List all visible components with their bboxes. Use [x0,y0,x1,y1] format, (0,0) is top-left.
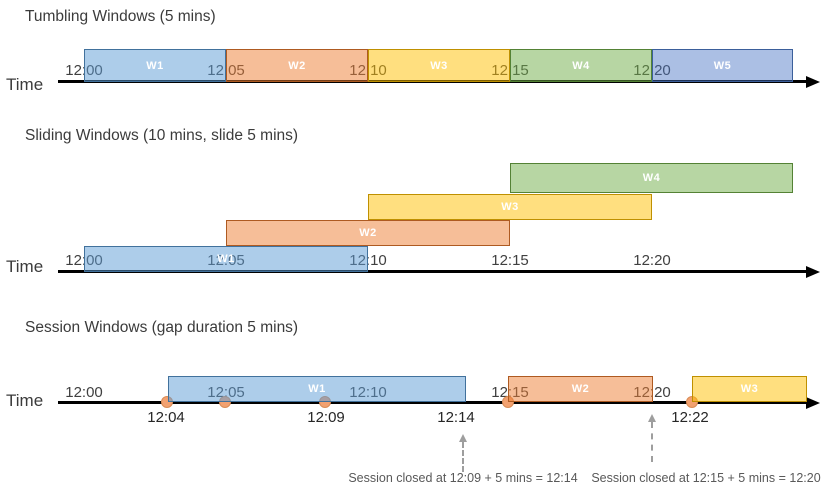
session-window-bar-w3: W3 [692,376,807,402]
sliding-window-bar-w3: W3 [368,194,652,220]
session-axis-arrowhead-icon [806,396,820,409]
sliding-time-axis-label: Time [6,257,44,276]
event-time-label-1209: 12:09 [307,409,345,426]
session-tick-1200: 12:00 [65,384,103,401]
session-title: Session Windows (gap duration 5 mins) [25,319,299,336]
tumbling-time-axis-label: Time [6,75,44,94]
window-label: W2 [359,227,377,239]
sliding-window-bar-w2: W2 [226,220,510,246]
dashed-arrow-stem [651,422,653,462]
window-label: W2 [571,383,590,395]
session-closed-annotation-2: Session closed at 12:15 + 5 mins = 12:20 [591,471,821,485]
window-label: W3 [430,59,448,72]
tumbling-axis-arrowhead-icon [806,75,820,88]
tumbling-window-bar-w5: W5 [652,49,793,82]
session-time-axis-label: Time [6,391,44,410]
tumbling-window-bar-w3: W3 [368,49,510,82]
window-label: W3 [740,383,759,395]
dashed-up-arrow-icon [647,414,656,422]
sliding-axis-line [58,270,808,273]
tumbling-window-bar-w1: W1 [84,49,226,82]
session-axis-line [58,401,808,404]
window-label: W1 [308,383,326,395]
window-label: W4 [642,172,661,184]
sliding-tick-1220: 12:20 [633,252,671,269]
window-label: W2 [288,59,306,72]
dashed-arrow-stem [462,442,464,472]
session-window-bar-w2: W2 [508,376,653,402]
sliding-axis-arrowhead-icon [806,265,820,278]
sliding-tick-1215: 12:15 [491,252,529,269]
sliding-title: Sliding Windows (10 mins, slide 5 mins) [25,127,299,144]
sliding-window-bar-w4: W4 [510,163,793,193]
window-label: W3 [501,201,519,213]
event-time-label-1222: 12:22 [671,409,709,426]
tumbling-window-bar-w2: W2 [226,49,368,82]
sliding-window-bar-w1: W1 [84,246,368,272]
window-label: W5 [713,59,732,72]
tumbling-title: Tumbling Windows (5 mins) [25,8,216,25]
session-closed-annotation-1: Session closed at 12:09 + 5 mins = 12:14 [348,471,578,485]
window-label: W1 [217,253,235,265]
event-time-label-1204: 12:04 [147,409,185,426]
session-window-bar-w1: W1 [168,376,466,402]
event-time-label-1214: 12:14 [437,409,475,426]
tumbling-window-bar-w4: W4 [510,49,652,82]
window-label: W1 [146,59,164,72]
dashed-up-arrow-icon [458,434,467,442]
window-label: W4 [572,59,590,72]
